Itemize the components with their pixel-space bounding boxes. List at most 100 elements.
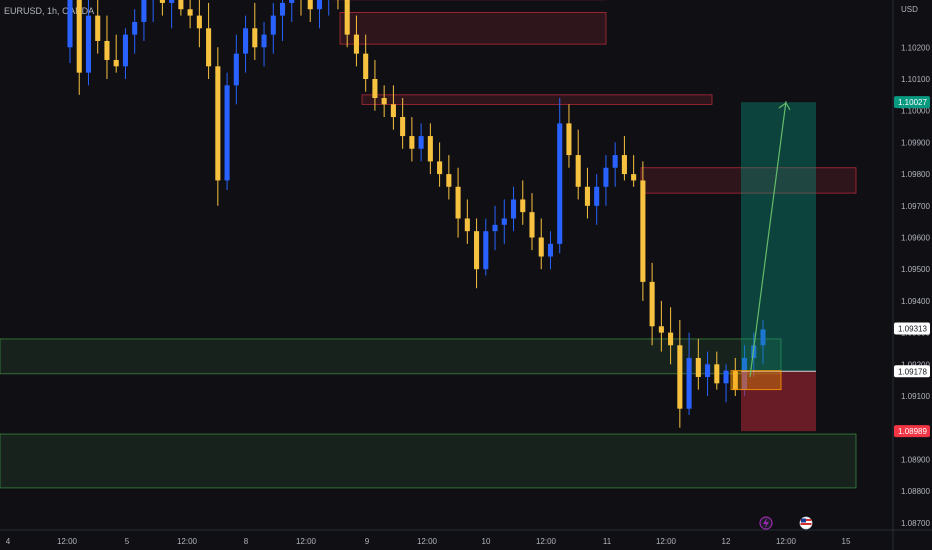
candle[interactable]: [169, 0, 175, 29]
candle[interactable]: [67, 0, 73, 64]
candle[interactable]: [252, 2, 258, 60]
demand-zone[interactable]: [0, 433, 857, 489]
candle[interactable]: [353, 15, 359, 67]
candle[interactable]: [261, 21, 267, 67]
y-tick-label: 1.09400: [901, 297, 930, 306]
candle[interactable]: [640, 161, 646, 301]
candle[interactable]: [381, 85, 387, 118]
candle[interactable]: [446, 155, 452, 200]
supply-zone[interactable]: [640, 167, 857, 194]
x-tick-label: 8: [244, 537, 249, 546]
candle[interactable]: [76, 0, 82, 95]
candle[interactable]: [538, 218, 544, 270]
candle[interactable]: [363, 34, 369, 92]
candle[interactable]: [215, 47, 221, 206]
candle[interactable]: [279, 0, 286, 41]
demand-zone[interactable]: [0, 338, 782, 375]
candle[interactable]: [418, 123, 424, 162]
candle[interactable]: [520, 180, 526, 225]
candle[interactable]: [547, 231, 554, 270]
candle[interactable]: [501, 199, 507, 244]
supply-zone[interactable]: [361, 94, 713, 105]
candle[interactable]: [243, 15, 249, 73]
candle-body: [612, 155, 618, 168]
candle[interactable]: [594, 174, 600, 225]
candle[interactable]: [658, 300, 664, 352]
price-tag-stop: 1.08989: [894, 425, 930, 438]
candle[interactable]: [233, 34, 239, 105]
candle[interactable]: [677, 319, 683, 428]
candle[interactable]: [557, 98, 563, 254]
candle[interactable]: [132, 9, 138, 54]
candle-body: [95, 15, 101, 41]
candle[interactable]: [603, 155, 609, 206]
candle[interactable]: [760, 319, 766, 365]
candle[interactable]: [270, 2, 276, 54]
target-zone[interactable]: [741, 102, 816, 372]
candle-body: [279, 2, 286, 16]
supply-zone[interactable]: [339, 12, 607, 45]
candle[interactable]: [335, 0, 340, 10]
x-tick-label: 5: [125, 537, 130, 546]
candle-body: [224, 85, 230, 181]
price-tag-label: 1.09313: [898, 324, 927, 333]
candle[interactable]: [566, 104, 572, 168]
candle[interactable]: [372, 59, 378, 111]
candle[interactable]: [612, 142, 618, 187]
candle-body: [621, 155, 627, 175]
candle[interactable]: [575, 129, 581, 200]
candle[interactable]: [631, 155, 637, 187]
candle[interactable]: [464, 199, 470, 244]
candle[interactable]: [474, 218, 480, 289]
candle[interactable]: [390, 85, 396, 130]
candle[interactable]: [316, 0, 323, 29]
candle[interactable]: [584, 167, 590, 219]
candle[interactable]: [206, 2, 212, 79]
candle[interactable]: [437, 142, 443, 187]
candle[interactable]: [196, 0, 202, 48]
candle[interactable]: [705, 351, 711, 396]
candle[interactable]: [122, 28, 128, 79]
candle[interactable]: [151, 0, 156, 22]
candle[interactable]: [621, 136, 627, 181]
candle[interactable]: [483, 218, 489, 276]
candle[interactable]: [723, 364, 729, 403]
candle[interactable]: [400, 98, 406, 149]
candle[interactable]: [529, 193, 535, 251]
candle[interactable]: [714, 351, 720, 390]
candle[interactable]: [85, 0, 92, 86]
candle[interactable]: [455, 167, 461, 238]
candle[interactable]: [113, 34, 119, 73]
candle[interactable]: [298, 0, 303, 16]
candle[interactable]: [695, 338, 701, 390]
candle[interactable]: [326, 0, 331, 16]
us-flag-event-icon[interactable]: [799, 516, 813, 530]
candle[interactable]: [649, 262, 655, 346]
candle[interactable]: [686, 332, 692, 416]
candle[interactable]: [510, 186, 517, 232]
x-tick-label: 12:00: [57, 537, 78, 546]
candle[interactable]: [224, 72, 230, 190]
candle[interactable]: [409, 117, 415, 162]
candle[interactable]: [427, 123, 433, 175]
stop-zone[interactable]: [741, 371, 816, 432]
candle[interactable]: [289, 0, 295, 22]
entry-box[interactable]: [730, 370, 782, 391]
candle-body: [400, 117, 406, 137]
candle-body: [483, 231, 489, 270]
candle[interactable]: [307, 0, 313, 22]
candle[interactable]: [159, 0, 165, 16]
candle[interactable]: [344, 0, 350, 48]
candle[interactable]: [104, 15, 110, 79]
candle[interactable]: [141, 0, 147, 41]
candle[interactable]: [95, 0, 101, 54]
candle[interactable]: [178, 0, 184, 16]
lightning-event-icon[interactable]: [759, 516, 773, 530]
candle[interactable]: [668, 307, 674, 365]
candle[interactable]: [187, 0, 193, 29]
candle-body: [649, 281, 655, 327]
projection-arrow[interactable]: [749, 101, 787, 378]
candle[interactable]: [492, 205, 498, 251]
candle-body: [594, 186, 600, 206]
